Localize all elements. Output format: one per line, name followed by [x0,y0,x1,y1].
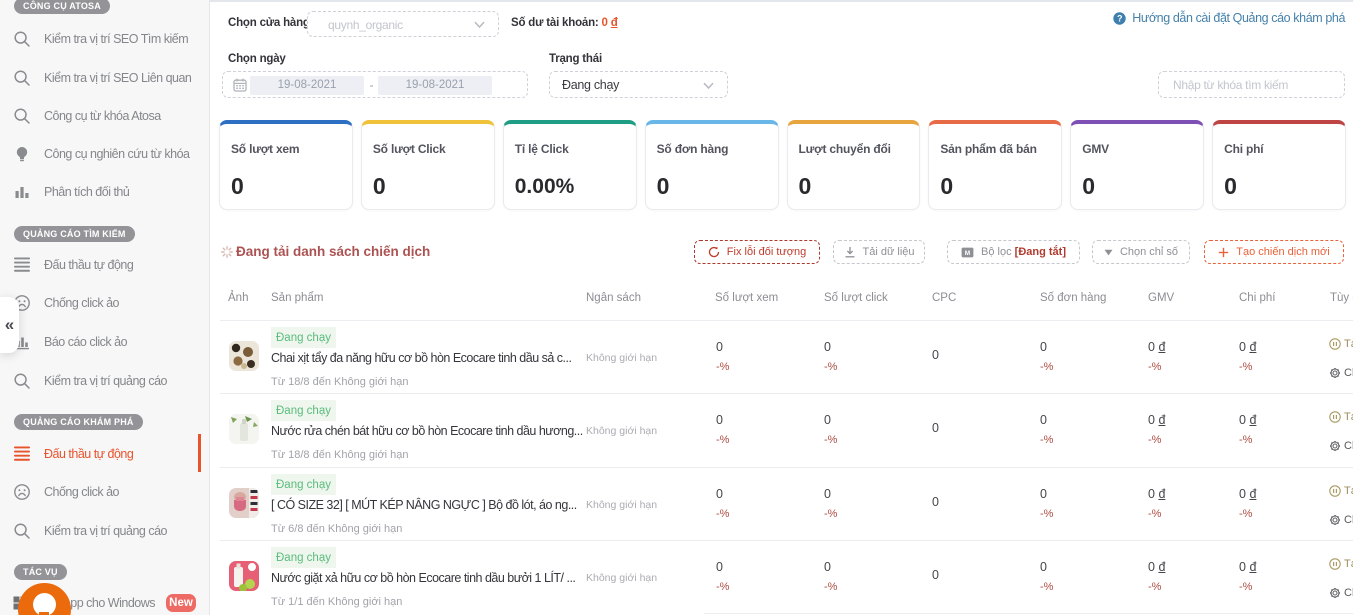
svg-text:M: M [965,250,970,257]
svg-text:?: ? [1117,13,1122,23]
